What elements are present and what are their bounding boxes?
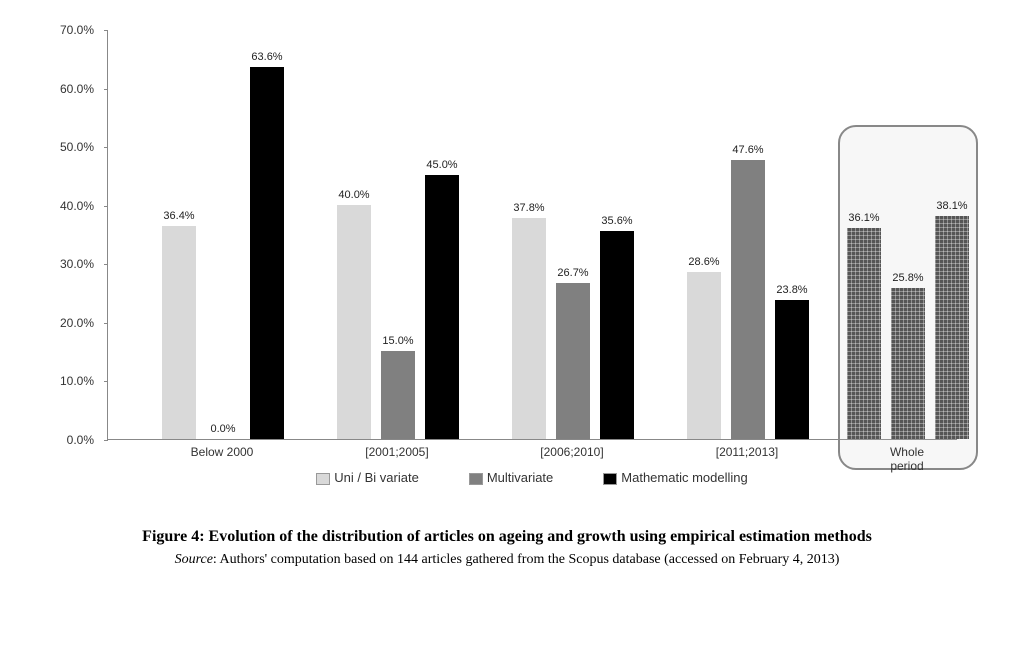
bar-value-label: 63.6% — [251, 51, 282, 63]
y-tick-label: 50.0% — [60, 140, 94, 154]
bar-value-label: 23.8% — [776, 284, 807, 296]
chart-container: 0.0%10.0%20.0%30.0%40.0%50.0%60.0%70.0% … — [47, 20, 967, 500]
bar — [556, 283, 590, 439]
caption-block: Figure 4: Evolution of the distribution … — [47, 528, 967, 568]
bar — [891, 288, 925, 439]
bar — [512, 218, 546, 439]
y-tick-label: 0.0% — [67, 433, 94, 447]
bar-value-label: 35.6% — [601, 215, 632, 227]
bar — [250, 67, 284, 440]
legend-item: Uni / Bi variate — [316, 470, 419, 485]
y-axis: 0.0%10.0%20.0%30.0%40.0%50.0%60.0%70.0% — [47, 30, 102, 440]
bar-value-label: 25.8% — [892, 272, 923, 284]
plot-area: 36.4% 0.0% 63.6% 40.0% 15.0% 45.0% 37.8% 26.7% 3… — [107, 30, 957, 440]
y-tick-mark — [104, 147, 108, 148]
legend-swatch — [316, 473, 330, 485]
x-axis: Below 2000 [2001;2005] [2006;2010] [2011;20… — [107, 445, 957, 465]
bar-value-label: 0.0% — [210, 423, 235, 435]
y-tick-label: 70.0% — [60, 23, 94, 37]
legend-label: Multivariate — [487, 470, 553, 485]
legend-item: Mathematic modelling — [603, 470, 747, 485]
bar — [425, 175, 459, 439]
bar — [847, 228, 881, 439]
y-tick-mark — [104, 440, 108, 441]
bar-value-label: 26.7% — [557, 267, 588, 279]
y-tick-mark — [104, 89, 108, 90]
x-tick-label: Whole period — [882, 445, 932, 473]
figure-caption: Figure 4: Evolution of the distribution … — [47, 528, 967, 546]
bar-value-label: 37.8% — [513, 202, 544, 214]
source-label: Source — [175, 552, 213, 567]
bar-value-label: 36.4% — [163, 210, 194, 222]
source-text: : Authors' computation based on 144 arti… — [213, 552, 840, 567]
y-tick-label: 60.0% — [60, 82, 94, 96]
legend-label: Uni / Bi variate — [334, 470, 419, 485]
bar-value-label: 28.6% — [688, 256, 719, 268]
x-tick-label: [2006;2010] — [540, 445, 603, 459]
bar — [162, 226, 196, 439]
bar-value-label: 15.0% — [382, 335, 413, 347]
legend-label: Mathematic modelling — [621, 470, 747, 485]
bar — [731, 160, 765, 439]
legend-swatch — [603, 473, 617, 485]
bar — [935, 216, 969, 439]
legend-item: Multivariate — [469, 470, 553, 485]
bar — [381, 351, 415, 439]
y-tick-mark — [104, 206, 108, 207]
figure-source: Source: Authors' computation based on 14… — [47, 552, 967, 568]
x-tick-label: Below 2000 — [191, 445, 254, 459]
y-tick-mark — [104, 323, 108, 324]
bar-value-label: 36.1% — [848, 212, 879, 224]
legend-swatch — [469, 473, 483, 485]
y-tick-label: 30.0% — [60, 257, 94, 271]
bar — [687, 272, 721, 440]
y-tick-label: 10.0% — [60, 374, 94, 388]
y-tick-mark — [104, 381, 108, 382]
legend: Uni / Bi variate Multivariate Mathematic m… — [107, 470, 957, 485]
x-tick-label: [2001;2005] — [365, 445, 428, 459]
bar — [775, 300, 809, 439]
bar — [337, 205, 371, 439]
bar-value-label: 45.0% — [426, 159, 457, 171]
bar-value-label: 40.0% — [338, 189, 369, 201]
y-tick-label: 40.0% — [60, 199, 94, 213]
bar — [600, 231, 634, 440]
x-tick-label: [2011;2013] — [716, 445, 779, 459]
bar-value-label: 47.6% — [732, 144, 763, 156]
y-tick-mark — [104, 30, 108, 31]
y-tick-mark — [104, 264, 108, 265]
y-tick-label: 20.0% — [60, 316, 94, 330]
bar-value-label: 38.1% — [936, 200, 967, 212]
